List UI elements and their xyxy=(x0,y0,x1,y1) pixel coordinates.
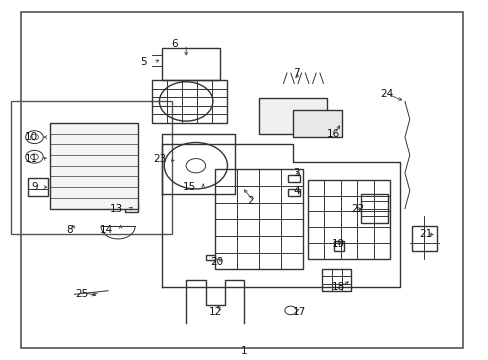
Text: 10: 10 xyxy=(25,132,38,142)
Bar xyxy=(411,226,436,251)
Bar xyxy=(259,98,326,134)
Text: 22: 22 xyxy=(351,203,364,213)
Bar xyxy=(125,203,137,212)
Bar xyxy=(361,194,387,223)
Bar xyxy=(292,111,341,137)
Bar xyxy=(162,48,220,80)
Text: 16: 16 xyxy=(326,129,340,139)
Text: 15: 15 xyxy=(182,182,196,192)
Text: 4: 4 xyxy=(292,186,299,196)
Text: 14: 14 xyxy=(100,225,113,235)
Text: 1: 1 xyxy=(241,346,247,356)
Text: 17: 17 xyxy=(292,307,306,317)
Bar xyxy=(50,123,137,208)
Text: 13: 13 xyxy=(109,203,122,213)
Text: 21: 21 xyxy=(419,229,432,239)
Text: 5: 5 xyxy=(141,57,147,67)
Bar xyxy=(215,169,302,269)
Text: 2: 2 xyxy=(246,197,253,206)
Text: 19: 19 xyxy=(331,239,345,249)
Bar xyxy=(334,241,344,251)
Text: 3: 3 xyxy=(292,168,299,178)
Text: 20: 20 xyxy=(210,257,223,267)
Text: 11: 11 xyxy=(24,154,38,163)
Text: 24: 24 xyxy=(380,89,393,99)
Circle shape xyxy=(285,306,296,315)
Text: 25: 25 xyxy=(76,289,89,299)
Bar xyxy=(28,178,47,196)
Text: 23: 23 xyxy=(153,154,166,163)
Text: 18: 18 xyxy=(331,282,345,292)
Bar xyxy=(307,180,389,258)
Text: 8: 8 xyxy=(66,225,73,235)
Text: 6: 6 xyxy=(171,39,178,49)
Text: 9: 9 xyxy=(31,182,38,192)
Bar xyxy=(11,102,171,234)
Bar xyxy=(287,189,300,196)
Bar xyxy=(287,175,300,182)
Bar xyxy=(152,80,227,123)
Bar xyxy=(322,269,351,291)
Text: 7: 7 xyxy=(292,68,299,78)
Text: 12: 12 xyxy=(208,307,222,317)
Bar xyxy=(205,255,215,260)
